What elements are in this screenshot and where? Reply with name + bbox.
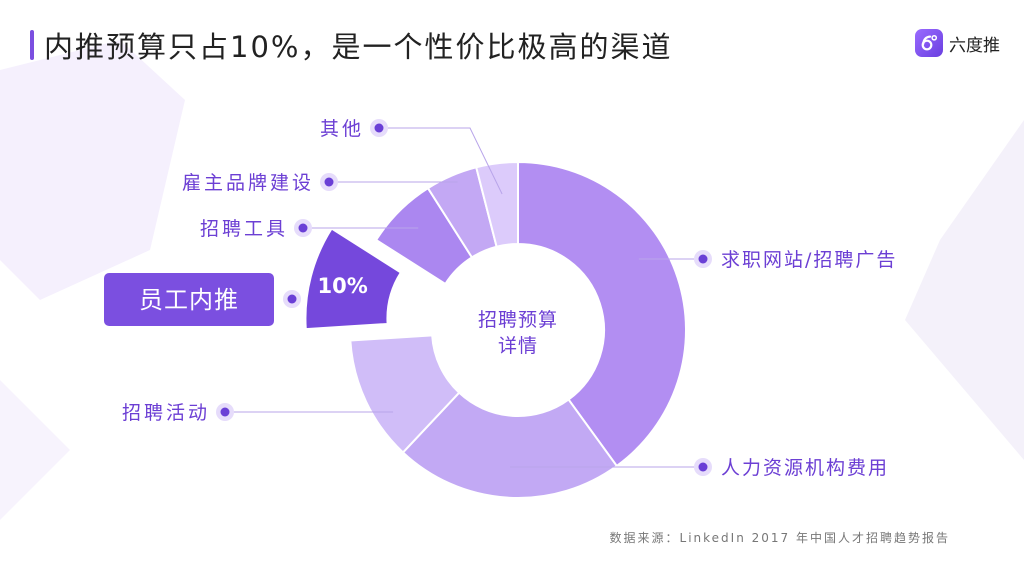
slice-label-0: 求职网站/招聘广告 — [721, 249, 897, 271]
label-dot-0 — [698, 254, 708, 264]
label-dot-4 — [298, 223, 308, 233]
donut-slice-2 — [349, 334, 461, 454]
brand-logo: 六度推 — [915, 29, 1000, 57]
brand-name: 六度推 — [949, 35, 1000, 56]
slice-label-group-6: 其他 — [320, 118, 503, 195]
slice-label-group-1: 人力资源机构费用 — [510, 457, 889, 479]
page-title: 内推预算只占10%，是一个性价比极高的渠道 — [44, 30, 673, 64]
slice-label-1: 人力资源机构费用 — [721, 457, 889, 479]
donut-slice-0 — [517, 160, 687, 468]
slice-label-group-2: 招聘活动 — [122, 402, 394, 424]
title-accent-bar — [30, 30, 34, 60]
six-degree-logo-icon — [915, 29, 943, 57]
slice-label-group-5: 雇主品牌建设 — [182, 172, 458, 194]
highlight-value-label: 10% — [318, 274, 368, 298]
slice-label-3: 员工内推 — [139, 286, 239, 314]
connector-line-6 — [387, 127, 503, 195]
slice-label-2: 招聘活动 — [122, 402, 210, 424]
highlight-label-box — [104, 273, 274, 326]
donut-slice-6 — [475, 160, 519, 248]
label-dot-2 — [220, 407, 230, 417]
label-dot-5 — [324, 177, 334, 187]
data-source-note: 数据来源：LinkedIn 2017 年中国人才招聘趋势报告 — [609, 531, 950, 545]
label-dot-3 — [287, 294, 297, 304]
label-dot-6 — [374, 123, 384, 133]
donut-slices — [304, 160, 687, 499]
slice-label-group-4: 招聘工具 — [200, 218, 419, 240]
slice-label-group-3: 员工内推 10% — [104, 273, 368, 326]
donut-center-label-line-1: 详情 — [498, 335, 538, 357]
label-dot-1 — [698, 462, 708, 472]
donut-slice-1 — [401, 391, 619, 499]
donut-slice-3 — [304, 227, 403, 331]
slice-label-group-0: 求职网站/招聘广告 — [638, 249, 897, 271]
slice-label-6: 其他 — [320, 118, 364, 140]
slice-label-5: 雇主品牌建设 — [182, 172, 314, 194]
slice-label-4: 招聘工具 — [200, 218, 288, 240]
donut-center-label-line-0: 招聘预算 — [478, 309, 558, 331]
